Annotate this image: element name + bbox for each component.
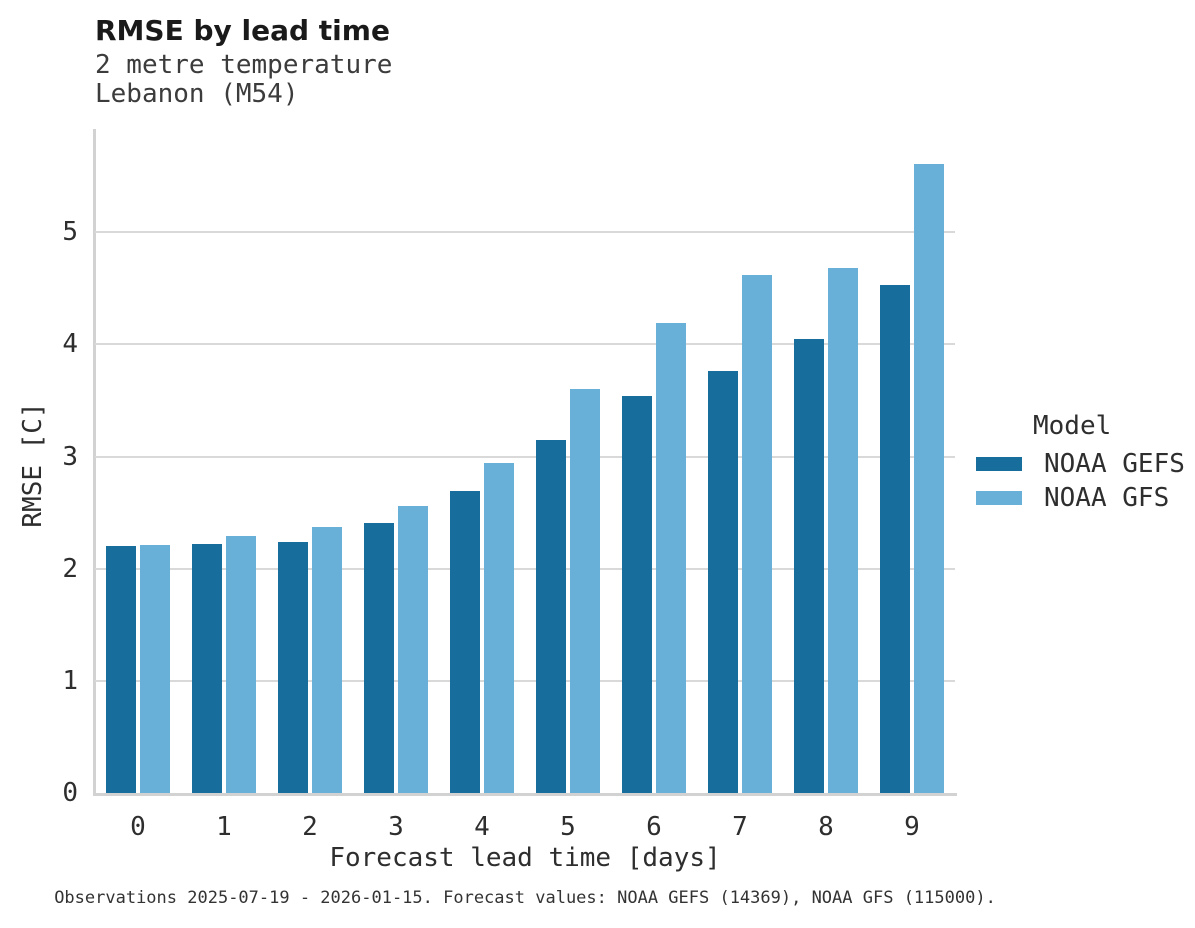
x-tick-label-9: 9	[904, 812, 920, 842]
y-tick-label-0: 0	[62, 778, 78, 808]
y-tick-label-5: 5	[62, 217, 78, 248]
bar-noaa-gfs-lead-3[interactable]	[398, 506, 428, 793]
legend-label: NOAA GEFS	[1044, 448, 1185, 479]
chart-subtitle-location: Lebanon (M54)	[95, 79, 299, 109]
bar-noaa-gfs-lead-8[interactable]	[828, 268, 858, 793]
x-tick-label-6: 6	[646, 812, 662, 842]
bar-noaa-gfs-lead-5[interactable]	[570, 389, 600, 793]
legend-item-noaa-gefs[interactable]: NOAA GEFS	[976, 449, 1185, 479]
x-axis-title: Forecast lead time [days]	[329, 843, 721, 873]
x-tick-label-4: 4	[474, 812, 490, 842]
gridline-y-1	[95, 679, 955, 682]
caption: Observations 2025-07-19 - 2026-01-15. Fo…	[54, 888, 996, 908]
bar-group-lead-2	[267, 129, 353, 793]
y-axis-line	[93, 129, 96, 796]
bar-noaa-gefs-lead-4[interactable]	[450, 491, 480, 793]
bar-noaa-gefs-lead-1[interactable]	[192, 544, 222, 793]
chart-title: RMSE by lead time	[95, 14, 390, 47]
y-tick-label-3: 3	[62, 441, 78, 472]
bar-noaa-gefs-lead-9[interactable]	[880, 285, 910, 793]
bar-noaa-gfs-lead-1[interactable]	[226, 536, 256, 793]
bar-noaa-gfs-lead-2[interactable]	[312, 527, 342, 793]
bar-noaa-gfs-lead-0[interactable]	[140, 545, 170, 793]
bar-noaa-gefs-lead-2[interactable]	[278, 542, 308, 793]
chart-subtitle-variable: 2 metre temperature	[95, 50, 393, 80]
legend-item-noaa-gfs[interactable]: NOAA GFS	[976, 483, 1185, 513]
bar-noaa-gfs-lead-7[interactable]	[742, 275, 772, 793]
bar-noaa-gefs-lead-8[interactable]	[794, 339, 824, 793]
y-tick-label-4: 4	[62, 329, 78, 360]
gridline-y-5	[95, 231, 955, 234]
bar-noaa-gefs-lead-5[interactable]	[536, 440, 566, 793]
legend: Model NOAA GEFS NOAA GFS	[976, 411, 1185, 513]
legend-label: NOAA GFS	[1044, 482, 1170, 513]
bar-noaa-gfs-lead-9[interactable]	[914, 164, 944, 793]
bar-group-lead-5	[525, 129, 611, 793]
bar-noaa-gefs-lead-3[interactable]	[364, 523, 394, 793]
x-axis-line	[93, 793, 957, 796]
legend-swatch-noaa-gfs	[976, 490, 1022, 505]
bar-group-lead-1	[181, 129, 267, 793]
x-tick-label-2: 2	[302, 812, 318, 842]
gridline-y-3	[95, 455, 955, 458]
legend-swatch-noaa-gefs	[976, 456, 1022, 471]
x-tick-label-0: 0	[130, 812, 146, 842]
x-tick-label-5: 5	[560, 812, 576, 842]
bar-noaa-gfs-lead-4[interactable]	[484, 463, 514, 793]
plot-area	[93, 129, 957, 796]
bar-group-lead-9	[869, 129, 955, 793]
y-tick-label-2: 2	[62, 553, 78, 584]
bar-group-lead-7	[697, 129, 783, 793]
bar-noaa-gefs-lead-0[interactable]	[106, 546, 136, 793]
gridline-y-2	[95, 567, 955, 570]
x-tick-label-7: 7	[732, 812, 748, 842]
x-tick-label-8: 8	[818, 812, 834, 842]
bar-group-lead-3	[353, 129, 439, 793]
gridline-y-4	[95, 343, 955, 346]
bar-group-lead-4	[439, 129, 525, 793]
x-tick-label-3: 3	[388, 812, 404, 842]
bar-noaa-gefs-lead-6[interactable]	[622, 396, 652, 793]
bar-group-lead-8	[783, 129, 869, 793]
y-tick-label-1: 1	[62, 665, 78, 696]
legend-title: Model	[1033, 411, 1112, 441]
bar-noaa-gefs-lead-7[interactable]	[708, 371, 738, 793]
bar-group-lead-0	[95, 129, 181, 793]
bar-noaa-gfs-lead-6[interactable]	[656, 323, 686, 793]
bar-group-lead-6	[611, 129, 697, 793]
x-tick-label-1: 1	[216, 812, 232, 842]
